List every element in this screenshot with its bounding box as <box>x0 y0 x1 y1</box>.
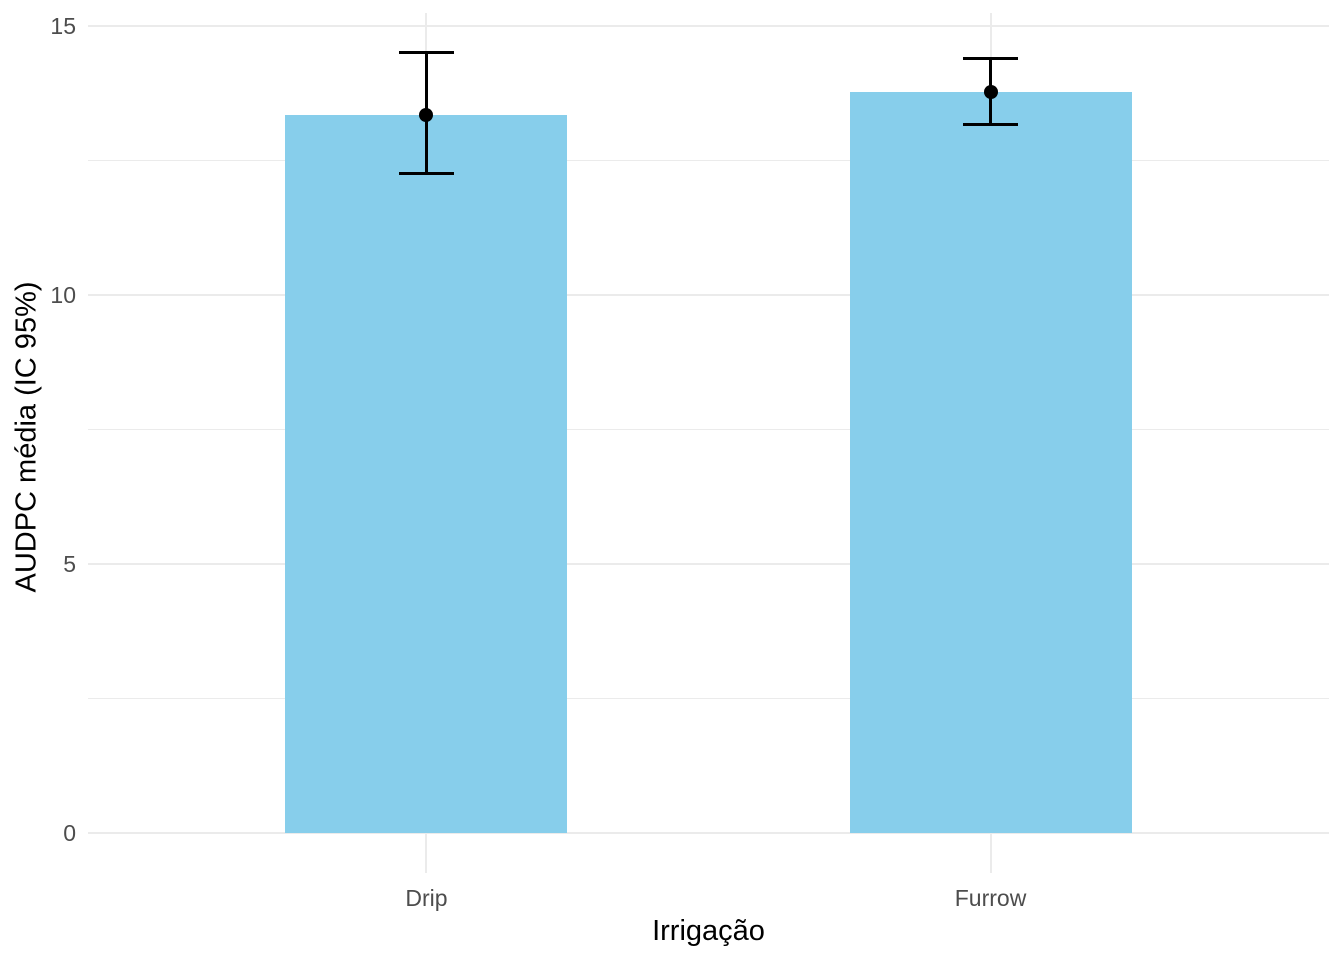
y-tick-label: 5 <box>63 551 76 577</box>
y-tick-label: 10 <box>50 282 76 308</box>
major-gridline <box>88 563 1329 565</box>
error-bar-cap-bottom <box>963 122 1019 126</box>
error-bar-cap-bottom <box>398 172 454 176</box>
major-gridline <box>88 832 1329 834</box>
mean-point <box>983 84 998 99</box>
mean-point <box>419 107 434 122</box>
major-gridline <box>88 294 1329 296</box>
plot-panel <box>88 13 1329 873</box>
x-tick-label: Drip <box>405 885 448 911</box>
error-bar-cap-top <box>398 51 454 55</box>
x-axis-title: Irrigação <box>652 915 765 947</box>
minor-gridline <box>88 429 1329 430</box>
minor-gridline <box>88 698 1329 699</box>
error-bar-cap-top <box>963 56 1019 60</box>
y-axis-title: AUDPC média (IC 95%) <box>10 281 43 593</box>
minor-gridline <box>88 160 1329 161</box>
bar-drip <box>285 114 568 833</box>
major-gridline <box>88 25 1329 27</box>
y-tick-label: 15 <box>50 13 76 39</box>
x-tick-label: Furrow <box>954 885 1027 911</box>
y-tick-label: 0 <box>63 820 76 846</box>
bar-furrow <box>849 91 1132 833</box>
